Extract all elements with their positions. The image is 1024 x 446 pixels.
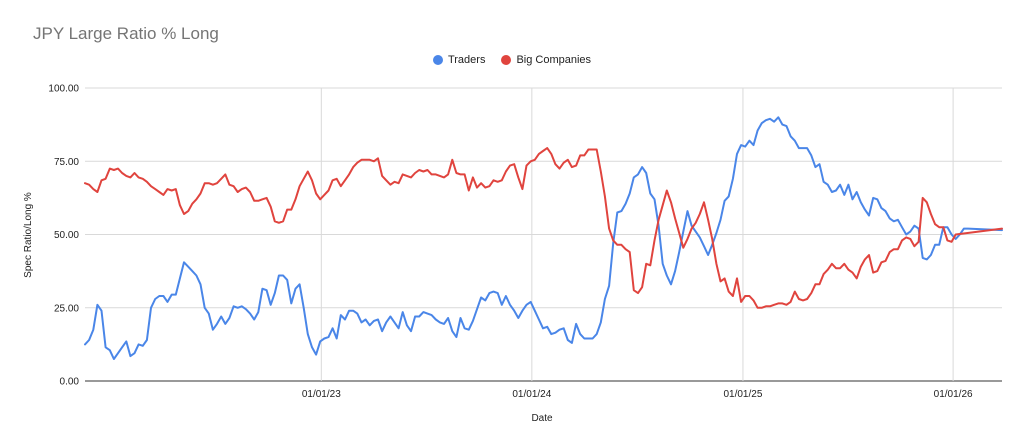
legend-swatch-traders bbox=[432, 55, 443, 65]
series-lines bbox=[84, 116, 1003, 360]
y-tick-label: 100.00 bbox=[48, 84, 79, 95]
series-line-big-companies bbox=[84, 147, 1003, 309]
x-axis-label: Date bbox=[531, 413, 553, 424]
x-tick-label: 01/01/23 bbox=[302, 389, 341, 400]
y-tick-label: 75.00 bbox=[54, 157, 79, 168]
y-tick-label: 50.00 bbox=[54, 230, 79, 241]
series-line-traders bbox=[84, 116, 1003, 360]
y-axis-label: Spec Ratio/Long % bbox=[23, 192, 34, 278]
legend-label-traders: Traders bbox=[447, 54, 486, 66]
x-tick-label: 01/01/25 bbox=[723, 389, 762, 400]
x-tick-label: 01/01/26 bbox=[934, 389, 973, 400]
legend-label-big-companies: Big Companies bbox=[516, 54, 592, 66]
y-tick-label: 0.00 bbox=[60, 377, 80, 388]
legend-item-big-companies: Big Companies bbox=[501, 54, 591, 66]
x-tick-label: 01/01/24 bbox=[512, 389, 551, 400]
y-tick-label: 25.00 bbox=[54, 303, 79, 314]
chart-title: JPY Large Ratio % Long bbox=[33, 24, 219, 43]
chart-legend: Traders Big Companies bbox=[0, 54, 1024, 66]
x-tick-labels: 01/01/23 01/01/24 01/01/25 01/01/26 bbox=[302, 389, 973, 400]
legend-item-traders: Traders bbox=[432, 54, 486, 66]
y-tick-labels: 0.00 25.00 50.00 75.00 100.00 bbox=[48, 84, 79, 388]
grid-lines bbox=[85, 87, 1002, 382]
legend-swatch-big-companies bbox=[501, 55, 512, 65]
